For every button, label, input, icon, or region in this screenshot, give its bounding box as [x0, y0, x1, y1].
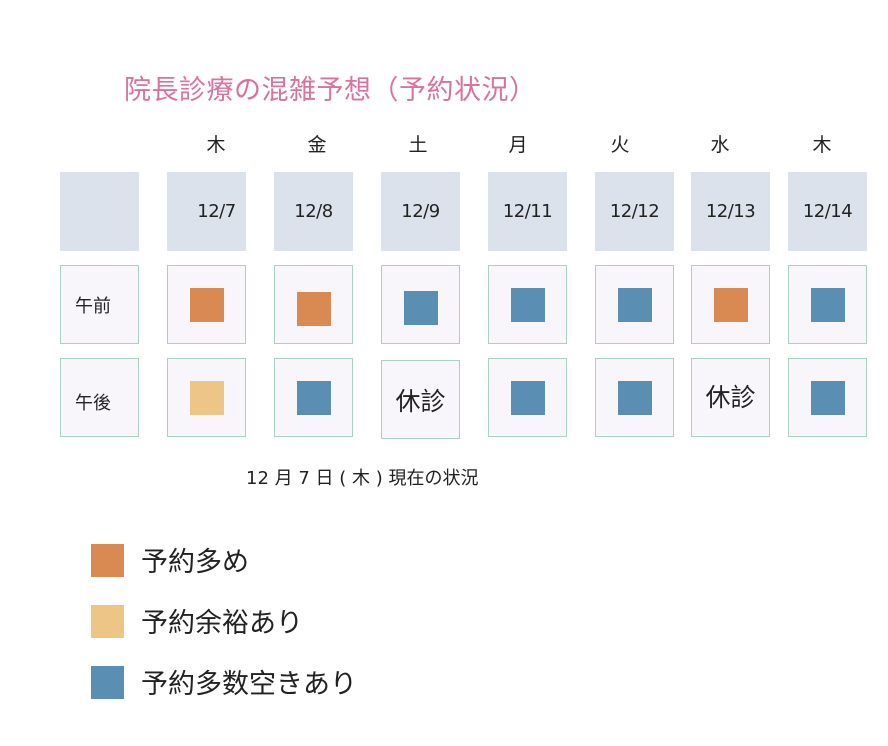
status-square [189, 380, 224, 415]
weekday-label: 金 [307, 134, 327, 156]
closed-label: 休診 [395, 386, 446, 416]
legend-label: 予約余裕あり [141, 608, 303, 639]
legend-swatch [91, 544, 124, 577]
legend-label: 予約多め [141, 547, 249, 578]
status-square [617, 380, 652, 415]
am-slot [788, 265, 867, 344]
status-square [510, 287, 545, 322]
pm-slot [788, 358, 867, 437]
date-cell: 12/14 [788, 172, 867, 251]
date-cell: 12/7 [167, 172, 246, 251]
am-slot [381, 265, 460, 344]
pm-slot: 休診 [691, 358, 770, 437]
am-slot [167, 265, 246, 344]
row-label-pm: 午後 [60, 358, 139, 437]
date-cell: 12/12 [595, 172, 674, 251]
date-header-empty [60, 172, 139, 251]
pm-slot [274, 358, 353, 437]
weekday-label: 月 [508, 134, 528, 156]
status-square [403, 290, 438, 325]
am-slot [595, 265, 674, 344]
am-slot [274, 265, 353, 344]
date-cell: 12/13 [691, 172, 770, 251]
closed-label: 休診 [705, 382, 756, 412]
status-caption: 12 月 7 日 ( 木 ) 現在の状況 [246, 468, 479, 489]
weekday-label: 土 [408, 134, 428, 156]
status-square [713, 287, 748, 322]
date-cell: 12/11 [488, 172, 567, 251]
am-slot [488, 265, 567, 344]
date-cell: 12/9 [381, 172, 460, 251]
weekday-label: 火 [610, 134, 630, 156]
status-square [510, 380, 545, 415]
status-square [810, 380, 845, 415]
pm-slot [167, 358, 246, 437]
legend-label: 予約多数空きあり [141, 669, 357, 700]
am-slot [691, 265, 770, 344]
pm-slot [488, 358, 567, 437]
status-square [296, 380, 331, 415]
status-square [296, 291, 331, 326]
row-label-am: 午前 [60, 265, 139, 344]
pm-slot: 休診 [381, 360, 460, 439]
status-square [617, 287, 652, 322]
pm-slot [595, 358, 674, 437]
status-square [810, 287, 845, 322]
weekday-label: 木 [812, 134, 832, 156]
date-cell: 12/8 [274, 172, 353, 251]
page-title: 院長診療の混雑予想（予約状況） [124, 75, 537, 106]
status-square [189, 287, 224, 322]
weekday-label: 木 [206, 134, 226, 156]
legend-swatch [91, 666, 124, 699]
weekday-label: 水 [710, 134, 730, 156]
legend-swatch [91, 605, 124, 638]
